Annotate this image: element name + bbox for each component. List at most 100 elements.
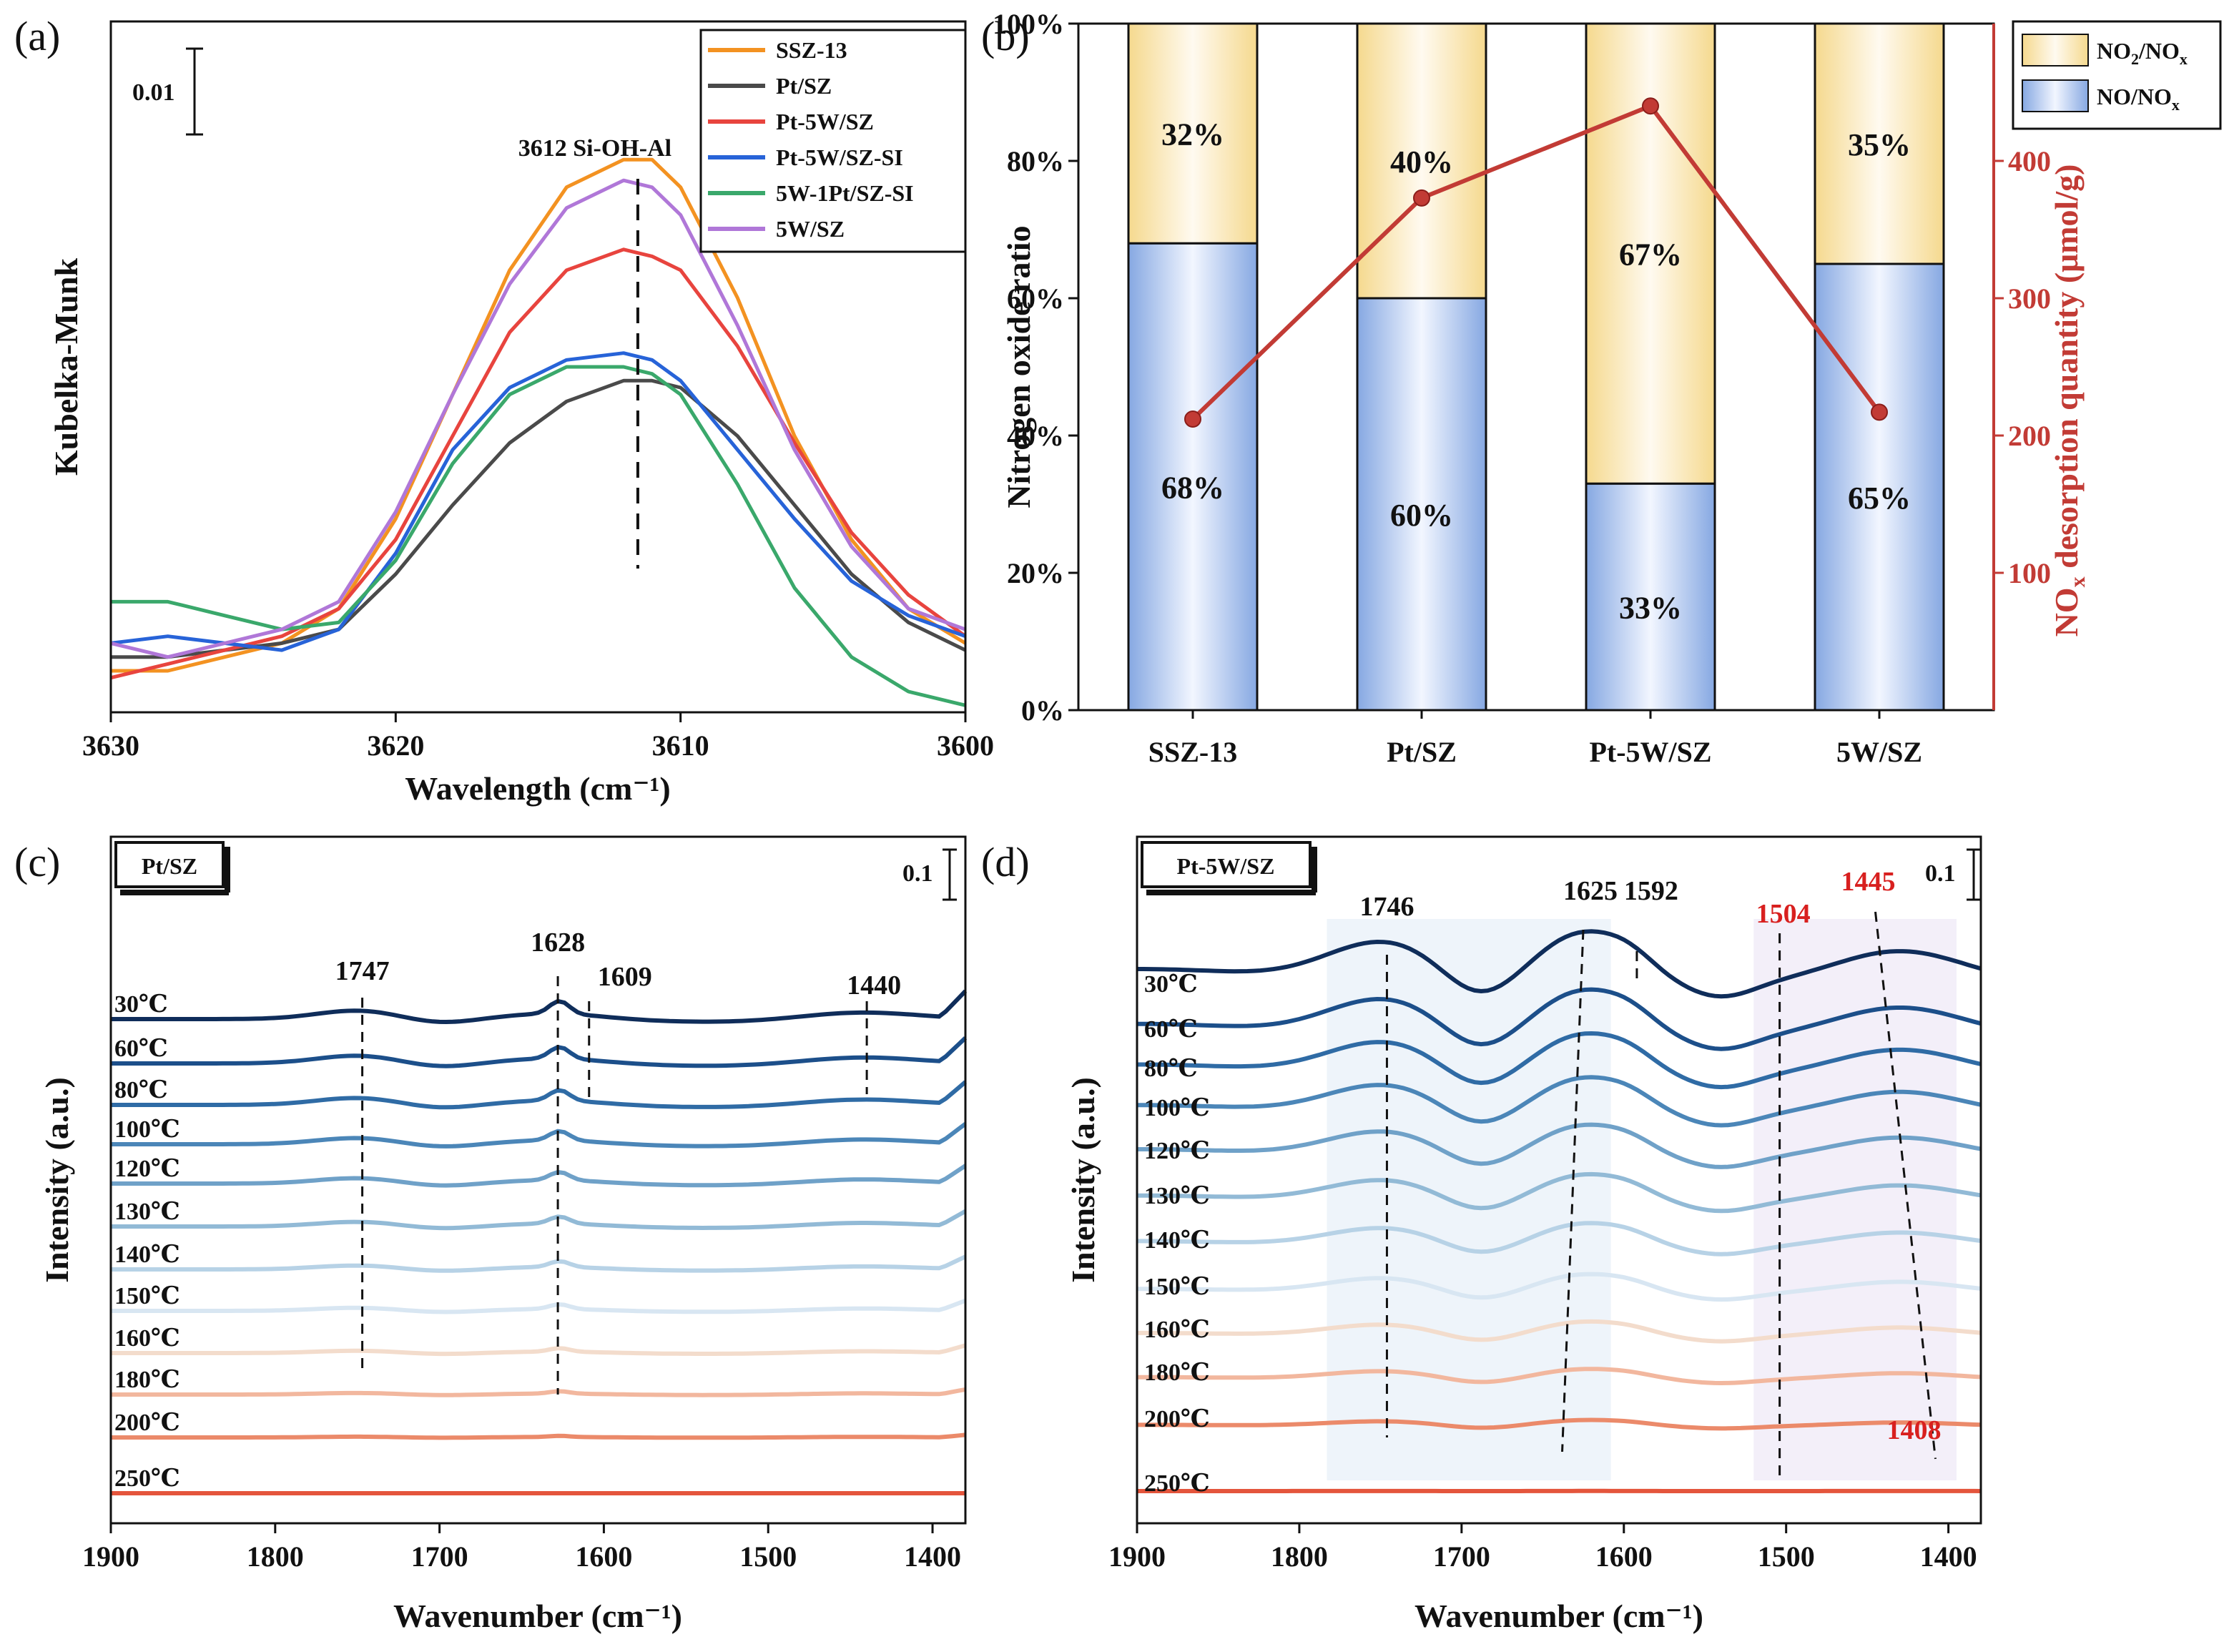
panel-b-nitrogen-oxide-chart: (b) 68% 32% 60% 40% 33% 67% 65% 35% 0% 20% 40% 60%… <box>981 8 2222 768</box>
panel-d-spectrum-6 <box>1137 1221 1982 1257</box>
panel-d-pt-5w-sz-spectra: (d) 1746 1625 1592 1504 1445 1408 30℃ 60℃ 80℃ 10… <box>981 835 1982 1634</box>
panel-c-spectrum-5 <box>111 1209 967 1231</box>
panel-c-spectrum-7 <box>111 1298 967 1314</box>
panel-b-right-tick-label-0: 100 <box>2008 557 2051 589</box>
panel-d-temp-9: 180℃ <box>1144 1360 1210 1386</box>
bar-no-3 <box>1814 262 1945 712</box>
bar-no2-1 <box>1356 22 1487 300</box>
panel-d-spectrum-1 <box>1136 987 1982 1051</box>
panel-d-peak-label-1: 1625 <box>1563 876 1618 906</box>
panel-d-tick-label-3: 1600 <box>1595 1540 1653 1573</box>
panel-b-category-3: 5W/SZ <box>1836 736 1922 768</box>
panel-b-left-ticks: 0% 20% 40% 60% 80% 100% <box>993 8 1078 727</box>
panel-b-ytick-label-2: 40% <box>1007 420 1064 452</box>
panel-a-legend: SSZ-13 Pt/SZ Pt-5W/SZ Pt-5W/SZ-SI 5W-1Pt/SZ-… <box>699 29 967 253</box>
panel-a-series-3 <box>110 351 966 652</box>
panel-b-desorption-line <box>1184 97 1888 428</box>
panel-b-right-tick-label-3: 400 <box>2008 145 2051 177</box>
panel-c-temp-0: 30℃ <box>114 991 168 1018</box>
bar-no-label-2: 33% <box>1619 591 1682 626</box>
panel-c-temp-2: 80℃ <box>114 1077 168 1103</box>
panel-c-temp-3: 100℃ <box>114 1116 180 1143</box>
panel-d-spectrum-7 <box>1137 1272 1982 1302</box>
panel-c-spectrum-9 <box>111 1387 966 1397</box>
panel-a-legend-label-5: 5W/SZ <box>776 216 845 242</box>
bar-no2-label-1: 40% <box>1390 144 1453 180</box>
panel-d-temp-8: 160℃ <box>1144 1317 1210 1343</box>
desorption-point-3 <box>1871 403 1888 421</box>
panel-c-x-axis-title: Wavenumber (cm⁻¹) <box>393 1598 682 1634</box>
panel-d-shade-region-1 <box>1327 919 1611 1480</box>
panel-b-right-axis-title: NOx desorption quantity (μmol/g) <box>2048 164 2090 637</box>
panel-d-peak-label-3: 1504 <box>1756 899 1811 929</box>
panel-c-spectrum-1 <box>111 1036 968 1068</box>
panel-c-scale-bar: 0.1 <box>902 848 957 901</box>
panel-a-series-4 <box>111 365 966 707</box>
bar-no-0 <box>1127 242 1259 712</box>
panel-a-legend-label-4: 5W-1Pt/SZ-SI <box>776 180 914 206</box>
panel-d-peak-label-5: 1408 <box>1886 1415 1941 1445</box>
panel-d-title-box: Pt-5W/SZ <box>1141 841 1317 895</box>
panel-b-legend: NO2/NOx NO/NOx <box>2012 20 2222 130</box>
panel-b-right-tick-label-1: 200 <box>2008 420 2051 452</box>
panel-b-ytick-label-1: 20% <box>1007 557 1064 589</box>
panel-d-tick-label-2: 1700 <box>1433 1540 1490 1573</box>
panel-c-peak-label-0: 1747 <box>335 956 390 986</box>
panel-a-kubelka-munk-chart: (a) 3630 3620 3610 3600 Wavelength (cm⁻¹) K… <box>14 13 994 807</box>
bar-no-label-0: 68% <box>1161 471 1224 506</box>
panel-d-peak-line-1 <box>1561 929 1585 1452</box>
panel-d-temperature-labels: 30℃ 60℃ 80℃ 100℃ 120℃ 130℃ 140℃ 150℃ 160℃ 180℃ 200… <box>1144 971 1210 1497</box>
desorption-point-2 <box>1642 97 1659 115</box>
panel-a-tick-label-2: 3610 <box>652 729 709 762</box>
panel-d-temp-7: 150℃ <box>1144 1274 1210 1300</box>
panel-c-title-box: Pt/SZ <box>114 841 230 895</box>
panel-d-temp-2: 80℃ <box>1144 1056 1198 1082</box>
panel-a-legend-label-0: SSZ-13 <box>776 37 847 63</box>
panel-c-tick-label-1: 1800 <box>247 1540 304 1573</box>
panel-d-spectrum-4 <box>1137 1122 1982 1169</box>
panel-a-label: (a) <box>14 13 60 59</box>
panel-c-temp-6: 140℃ <box>114 1242 180 1268</box>
panel-a-legend-label-3: Pt-5W/SZ-SI <box>776 144 903 170</box>
panel-c-spectrum-2 <box>111 1080 967 1110</box>
panel-c-tick-label-5: 1400 <box>904 1540 961 1573</box>
panel-d-spectrum-9 <box>1137 1367 1982 1386</box>
panel-b-ytick-label-0: 0% <box>1021 694 1064 727</box>
panel-c-curves <box>111 989 968 1495</box>
panel-b-bars: 68% 32% 60% 40% 33% 67% 65% 35% <box>1127 22 1945 712</box>
panel-c-label: (c) <box>14 839 60 885</box>
panel-d-spectrum-8 <box>1137 1319 1982 1344</box>
panel-d-peak-markers: 1746 1625 1592 1504 1445 1408 <box>1359 867 1941 1480</box>
panel-b-category-labels: SSZ-13 Pt/SZ Pt-5W/SZ 5W/SZ <box>1148 710 1922 768</box>
panel-c-temp-5: 130℃ <box>114 1199 180 1225</box>
panel-b-ytick-label-4: 80% <box>1007 145 1064 177</box>
panel-c-spectrum-8 <box>111 1343 966 1357</box>
panel-c-scale-bar-label: 0.1 <box>902 860 933 887</box>
panel-c-temp-4: 120℃ <box>114 1156 180 1182</box>
panel-c-peak-label-2: 1609 <box>598 962 652 992</box>
legend-label-no: NO/NOx <box>2097 84 2180 114</box>
panel-b-right-tick-label-2: 300 <box>2008 282 2051 315</box>
panel-d-tick-label-5: 1400 <box>1920 1540 1977 1573</box>
panel-c-title: Pt/SZ <box>142 853 197 879</box>
panel-d-temp-6: 140℃ <box>1144 1227 1210 1254</box>
panel-c-y-axis-title: Intensity (a.u.) <box>39 1077 75 1283</box>
panel-b-right-ticks: 100 200 300 400 <box>1994 145 2051 589</box>
panel-d-x-ticks: 1900 1800 1700 1600 1500 1400 <box>1108 1523 1977 1573</box>
panel-d-tick-label-4: 1500 <box>1758 1540 1815 1573</box>
bar-no-1 <box>1356 297 1487 712</box>
panel-d-peak-label-2: 1592 <box>1624 876 1678 906</box>
bar-no2-label-0: 32% <box>1161 117 1224 152</box>
bar-no2-label-3: 35% <box>1848 127 1911 162</box>
panel-a-series-1 <box>111 378 967 659</box>
panel-c-spectrum-6 <box>111 1254 967 1273</box>
panel-d-spectrum-0 <box>1137 929 1982 999</box>
panel-d-curves <box>1136 929 1982 1493</box>
panel-d-title: Pt-5W/SZ <box>1177 853 1275 879</box>
panel-b-ytick-label-5: 100% <box>993 8 1064 40</box>
panel-d-y-axis-title: Intensity (a.u.) <box>1065 1077 1101 1283</box>
bar-no2-label-2: 67% <box>1619 237 1682 272</box>
panel-d-x-axis-title: Wavenumber (cm⁻¹) <box>1414 1598 1703 1634</box>
bar-no-label-1: 60% <box>1390 498 1453 533</box>
